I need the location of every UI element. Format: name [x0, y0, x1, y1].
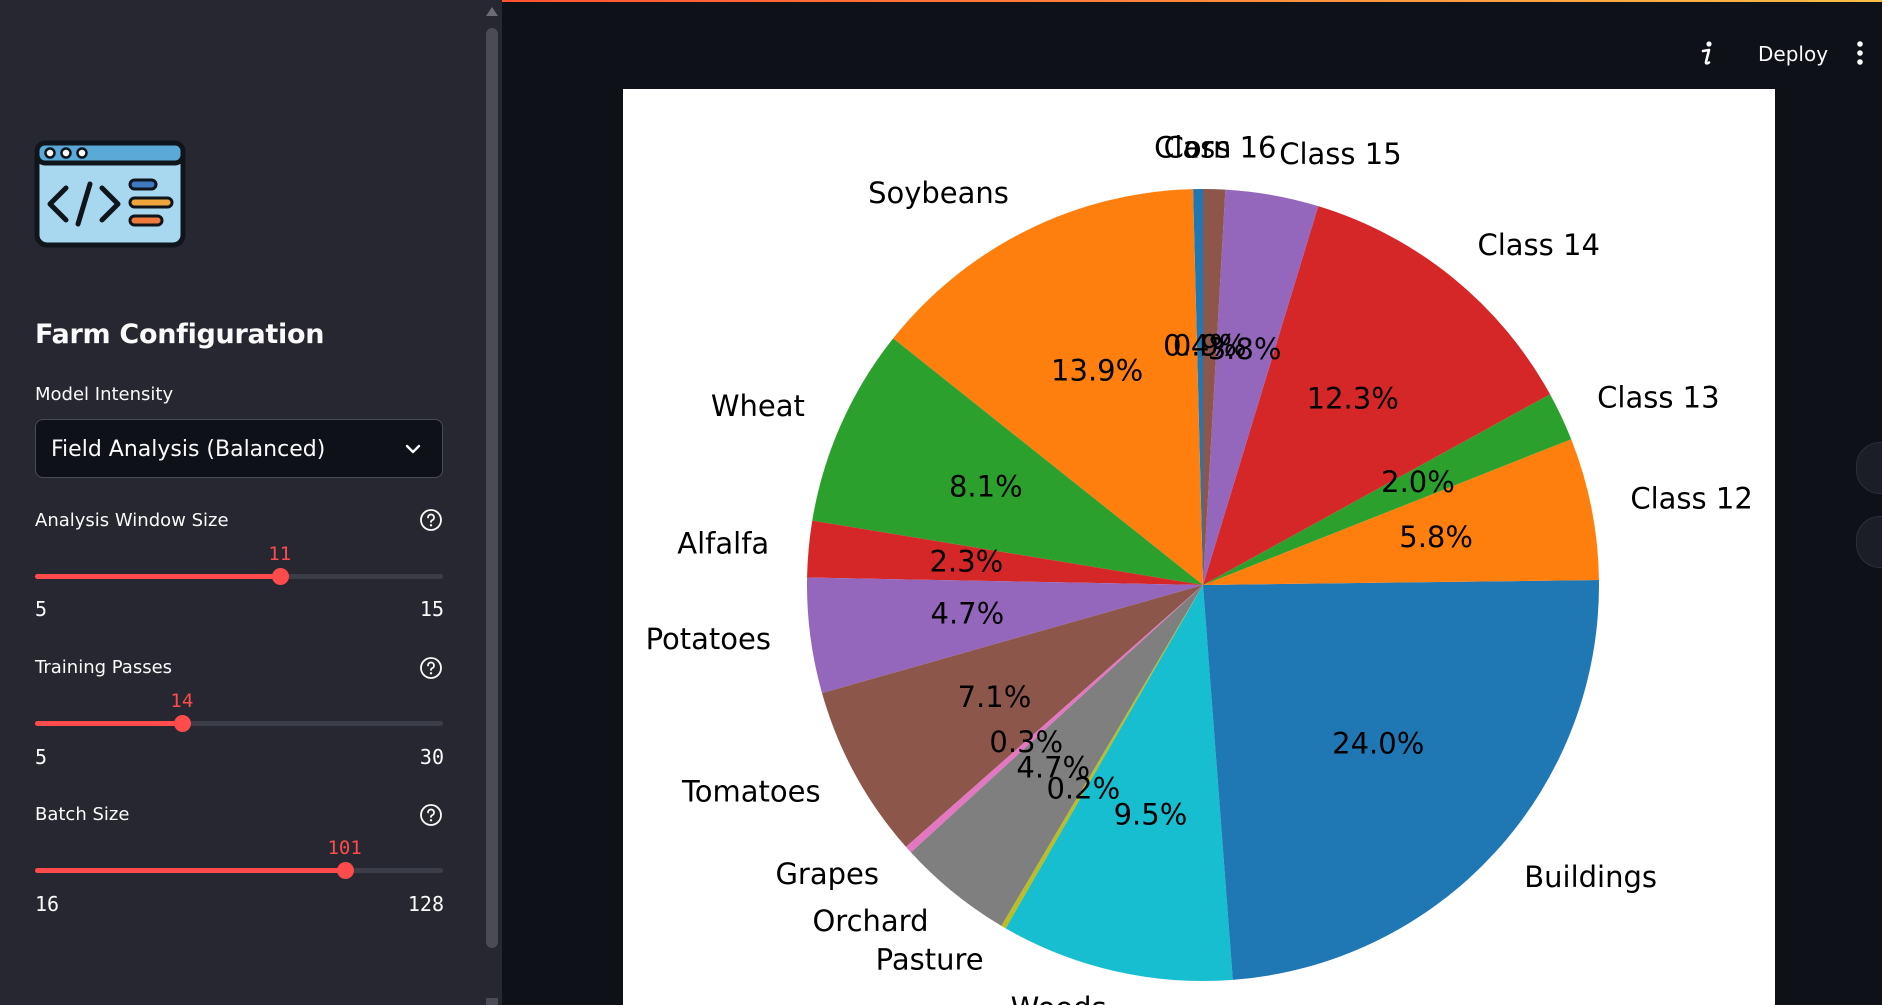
chevron-down-icon: [405, 444, 421, 454]
slice-label-soybeans: Soybeans: [868, 176, 1009, 210]
slice-percent-wheat: 8.1%: [949, 470, 1023, 504]
slice-label-corn: Corn: [1164, 130, 1232, 164]
pie-slice-alfalfa: [807, 520, 1203, 585]
slice-percent-class-13: 2.0%: [1381, 465, 1455, 499]
slice-label-class-12: Class 12: [1630, 482, 1752, 516]
slice-label-pasture: Pasture: [876, 942, 984, 976]
slice-percent-woods: 9.5%: [1114, 798, 1188, 832]
slice-label-potatoes: Potatoes: [646, 622, 771, 656]
pie-slice-pasture: [1001, 585, 1203, 929]
help-icon[interactable]: [419, 656, 443, 680]
model-intensity-select[interactable]: Field Analysis (Balanced): [35, 419, 443, 478]
slice-label-wheat: Wheat: [711, 389, 805, 423]
model-intensity-value: Field Analysis (Balanced): [51, 437, 326, 462]
info-icon[interactable]: [1698, 38, 1716, 68]
slice-percent-corn: 0.4%: [1163, 328, 1237, 362]
slider-value: 11: [268, 543, 292, 565]
slider-thumb[interactable]: [173, 715, 191, 732]
slice-label-woods: Woods: [1011, 991, 1107, 1005]
slice-percent-orchard: 4.7%: [1016, 750, 1090, 784]
slice-percent-class-14: 12.3%: [1307, 382, 1399, 416]
analysis-window-size-slider[interactable]: 11: [35, 543, 443, 585]
slice-label-buildings: Buildings: [1524, 860, 1657, 894]
pie-slice-potatoes: [807, 577, 1203, 694]
slider-fill: [35, 574, 280, 579]
pie-slice-grapes: [905, 585, 1203, 853]
slice-percent-class-16: 0.9%: [1173, 328, 1247, 362]
sidebar-scrollbar[interactable]: [486, 28, 498, 948]
slice-percent-class-15: 3.8%: [1208, 332, 1282, 366]
training-passes-slider[interactable]: 14: [35, 690, 443, 732]
slider-min: 5: [35, 745, 48, 769]
slider-max: 128: [407, 892, 444, 916]
slice-percent-grapes: 0.3%: [989, 725, 1063, 759]
top-accent-bar: [0, 0, 1882, 2]
slice-label-class-15: Class 15: [1279, 137, 1401, 171]
slice-label-alfalfa: Alfalfa: [677, 526, 769, 560]
pie-slice-class-12: [1203, 439, 1599, 585]
slice-percent-tomatoes: 7.1%: [958, 680, 1032, 714]
sidebar-title: Farm Configuration: [35, 319, 325, 350]
slider-min: 5: [35, 597, 48, 621]
slice-percent-class-12: 5.8%: [1399, 520, 1473, 554]
pie-slice-tomatoes: [822, 585, 1203, 847]
slice-label-tomatoes: Tomatoes: [681, 775, 821, 809]
scroll-up-arrow[interactable]: [486, 7, 498, 16]
batch-size-label: Batch Size: [35, 804, 130, 825]
pie-slice-class-15: [1203, 189, 1319, 585]
pie-slice-soybeans: [893, 189, 1203, 585]
floating-tab[interactable]: [1856, 516, 1882, 568]
pie-slice-class-16: [1203, 189, 1226, 585]
slider-max: 30: [419, 745, 444, 769]
more-vertical-icon[interactable]: [1856, 40, 1864, 66]
pie-chart-svg: Corn 0.4% Soybeans 13.9% Wheat 8.1% Alfalfa 2.3…: [646, 130, 1753, 1005]
slider-min: 16: [35, 892, 60, 916]
analysis-window-size-label: Analysis Window Size: [35, 510, 229, 531]
batch-size-slider[interactable]: 101: [35, 837, 443, 879]
slice-percent-alfalfa: 2.3%: [930, 544, 1004, 578]
sidebar: Farm Configuration Model Intensity Field…: [0, 0, 502, 1005]
scroll-down-arrow[interactable]: [486, 998, 498, 1005]
slice-percent-soybeans: 13.9%: [1051, 353, 1143, 387]
pie-slice-class-14: [1203, 206, 1551, 585]
slider-thumb[interactable]: [271, 568, 289, 585]
slider-fill: [35, 868, 345, 873]
slice-label-class-16: Class 16: [1154, 131, 1276, 165]
slice-label-class-13: Class 13: [1597, 381, 1719, 415]
pie-slice-woods: [1005, 585, 1233, 981]
slider-fill: [35, 721, 182, 726]
deploy-button[interactable]: Deploy: [1758, 42, 1829, 66]
slider-thumb[interactable]: [336, 862, 354, 879]
slice-percent-buildings: 24.0%: [1332, 726, 1424, 760]
slider-value: 14: [170, 690, 194, 712]
help-icon[interactable]: [419, 508, 443, 532]
slice-percent-potatoes: 4.7%: [931, 597, 1005, 631]
floating-tab[interactable]: [1856, 442, 1882, 494]
slice-label-orchard: Orchard: [812, 904, 928, 938]
model-intensity-label: Model Intensity: [35, 384, 174, 405]
pie-slice-orchard: [910, 585, 1203, 926]
help-icon[interactable]: [419, 803, 443, 827]
slice-label-class-14: Class 14: [1477, 228, 1599, 262]
slice-percent-pasture: 0.2%: [1046, 771, 1120, 805]
training-passes-label: Training Passes: [35, 657, 173, 678]
pie-slice-corn: [1193, 189, 1203, 585]
slider-value: 101: [327, 837, 362, 859]
pie-slice-class-13: [1203, 394, 1572, 585]
pie-chart: Corn 0.4% Soybeans 13.9% Wheat 8.1% Alfalfa 2.3…: [623, 89, 1775, 1005]
slider-max: 15: [419, 597, 444, 621]
pie-slice-buildings: [1203, 580, 1599, 980]
slice-label-grapes: Grapes: [775, 857, 879, 891]
code-window-icon: [34, 140, 186, 248]
pie-slice-wheat: [812, 338, 1203, 585]
